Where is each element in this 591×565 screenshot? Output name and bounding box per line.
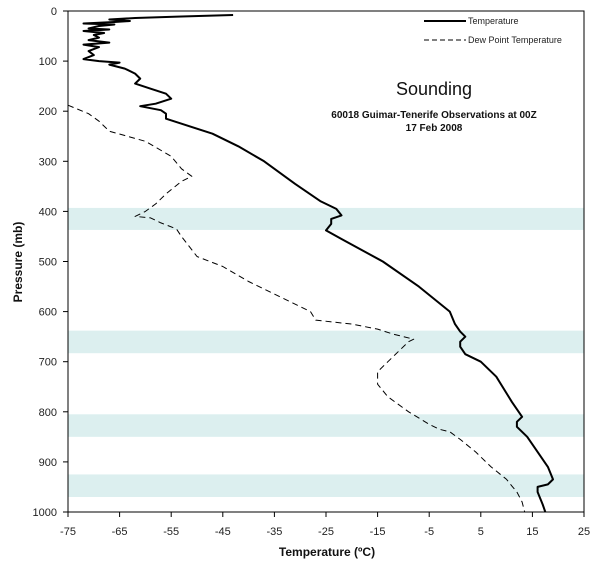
temperature-line (82, 14, 554, 513)
y-tick-label: 1000 (33, 507, 57, 519)
chart-subtitle-line-1: 60018 Guimar-Tenerife Observations at 00… (331, 110, 536, 121)
y-tick-label: 400 (39, 206, 57, 218)
y-tick-label: 500 (39, 257, 57, 269)
x-tick-label: 15 (526, 526, 538, 538)
legend-label-temperature: Temperature (468, 16, 519, 26)
y-tick-label: 600 (39, 307, 57, 319)
y-tick-label: 800 (39, 407, 57, 419)
axis-ticks: -75 -65 -55 -45 -35 -25 -15 -5 5 15 25010020030040… (33, 6, 591, 538)
dew-point-line (67, 104, 526, 513)
legend-label-dew-point: Dew Point Temperature (468, 35, 562, 45)
series-lines (67, 14, 554, 513)
highlight-bands (68, 207, 584, 497)
x-tick-label: 5 (478, 526, 484, 538)
y-tick-label: 0 (51, 6, 57, 18)
y-tick-label: 300 (39, 156, 57, 168)
highlight-band (68, 414, 584, 437)
highlight-band (68, 474, 584, 497)
highlight-band (68, 207, 584, 230)
x-tick-label: -45 (215, 526, 231, 538)
x-tick-label: -65 (112, 526, 128, 538)
x-tick-label: -55 (163, 526, 179, 538)
y-tick-label: 100 (39, 56, 57, 68)
x-axis-title: Temperature (ºC) (279, 545, 375, 559)
highlight-band (68, 330, 584, 354)
x-tick-label: -35 (266, 526, 282, 538)
y-tick-label: 900 (39, 457, 57, 469)
chart-title: Sounding (396, 79, 472, 99)
y-axis-title: Pressure (mb) (11, 222, 25, 303)
x-tick-label: -5 (424, 526, 434, 538)
y-tick-label: 200 (39, 106, 57, 118)
x-tick-label: -75 (60, 526, 76, 538)
chart-subtitle-line-2: 17 Feb 2008 (406, 123, 463, 134)
x-tick-label: 25 (578, 526, 590, 538)
x-tick-label: -15 (370, 526, 386, 538)
x-tick-label: -25 (318, 526, 334, 538)
y-tick-label: 700 (39, 357, 57, 369)
legend: Temperature Dew Point Temperature (424, 16, 562, 45)
